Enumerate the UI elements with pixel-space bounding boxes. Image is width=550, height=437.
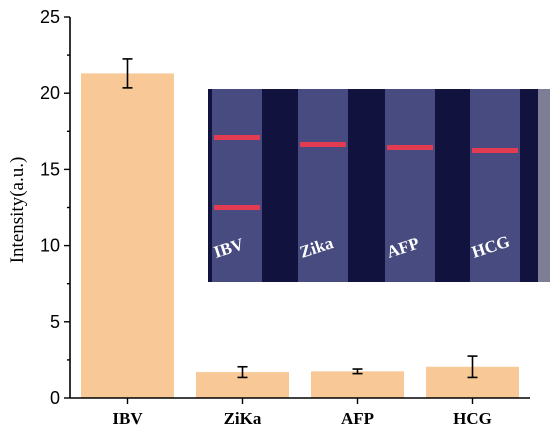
error-bars: [122, 58, 478, 379]
x-tick-label-zika: ZiKa: [224, 409, 262, 428]
bar-afp: [311, 371, 404, 398]
x-tick-label-ibv: IBV: [112, 409, 143, 428]
y-tick-label: 15: [40, 159, 60, 179]
inset-strips: [212, 89, 550, 282]
strip-band: [387, 145, 433, 150]
test-strip-zika: [298, 89, 384, 282]
y-ticks: 0 5 10 15 20 25: [40, 7, 70, 408]
y-axis-label: Intensity(a.u.): [7, 157, 28, 264]
inset-photo: IBV Zika AFP HCG: [208, 89, 550, 282]
strip-band: [214, 135, 260, 140]
strip-band: [300, 142, 346, 147]
error-bar-zika: [237, 365, 248, 379]
y-tick-label: 20: [40, 83, 60, 103]
error-bar-ibv: [122, 58, 133, 89]
strip-band: [214, 205, 260, 210]
strip-band: [472, 148, 518, 153]
test-strip-afp: [385, 89, 471, 282]
error-bar-hcg: [467, 355, 478, 379]
error-bar-afp: [352, 368, 363, 375]
x-tick-label-hcg: HCG: [453, 409, 492, 428]
x-tick-label-afp: AFP: [341, 409, 374, 428]
x-ticks: IBV ZiKa AFP HCG: [112, 398, 492, 428]
y-tick-label: 10: [40, 236, 60, 256]
y-tick-label: 25: [40, 7, 60, 27]
test-strip-ibv: [212, 89, 298, 282]
y-tick-label: 0: [50, 388, 60, 408]
y-tick-label: 5: [50, 312, 60, 332]
test-strip-hcg: [470, 89, 550, 282]
bar-ibv: [81, 73, 174, 398]
